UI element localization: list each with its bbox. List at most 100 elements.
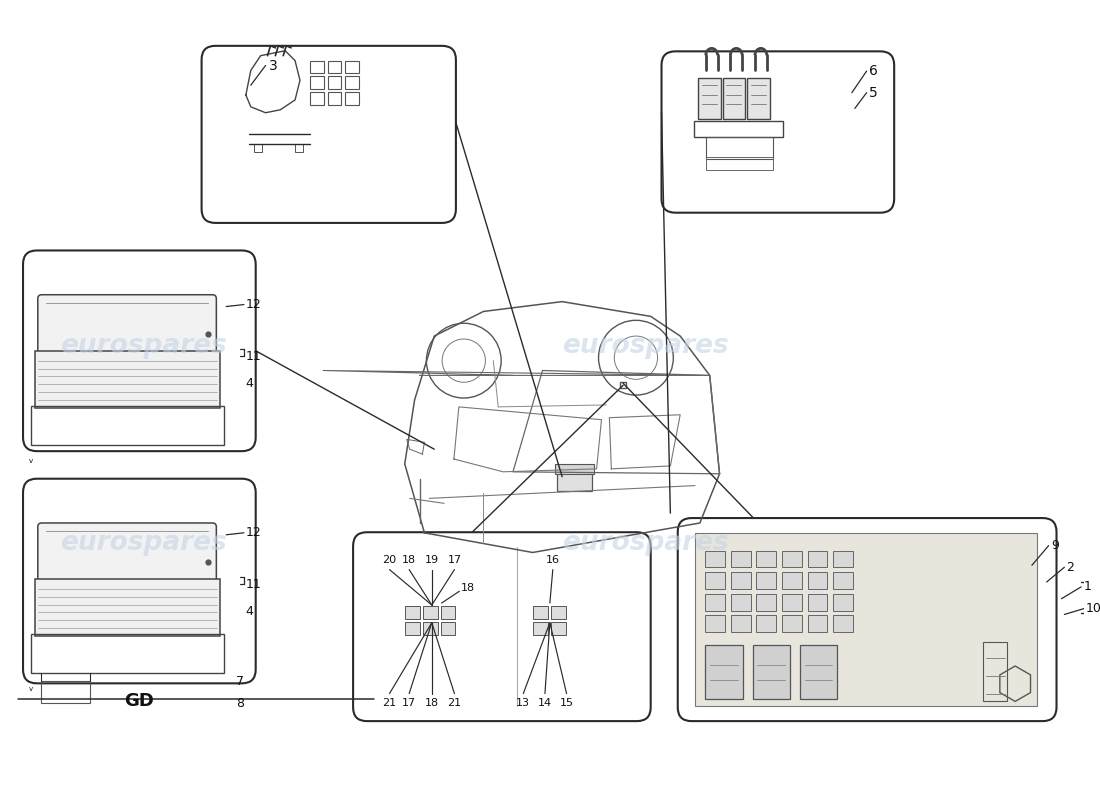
Bar (534, 622, 548, 634)
Bar (295, 144, 302, 152)
Bar (833, 572, 853, 589)
Bar (694, 121, 782, 137)
Bar (757, 572, 777, 589)
Text: 4: 4 (246, 377, 254, 390)
Bar (551, 622, 565, 634)
Bar (807, 594, 827, 610)
Text: 21: 21 (383, 698, 397, 709)
Bar (782, 594, 802, 610)
Bar (807, 572, 827, 589)
Bar (328, 92, 341, 105)
Text: 14: 14 (538, 698, 552, 709)
Bar (534, 606, 548, 618)
Text: eurospares: eurospares (562, 333, 729, 359)
Bar (730, 594, 750, 610)
Text: 5: 5 (869, 86, 878, 100)
Bar (747, 78, 770, 119)
Bar (254, 144, 262, 152)
Bar (405, 622, 420, 634)
Text: 12: 12 (246, 298, 262, 311)
Text: eurospares: eurospares (60, 530, 228, 556)
Bar (41, 682, 90, 703)
Bar (556, 464, 594, 474)
Bar (800, 646, 837, 699)
Bar (706, 137, 772, 158)
Text: ᵥ: ᵥ (29, 683, 34, 694)
FancyBboxPatch shape (37, 523, 217, 582)
Text: 21: 21 (448, 698, 462, 709)
Bar (730, 550, 750, 567)
Text: eurospares: eurospares (60, 333, 228, 359)
Bar (310, 61, 323, 74)
Text: 18: 18 (425, 698, 439, 709)
Bar (405, 606, 420, 618)
Text: 17: 17 (448, 554, 462, 565)
Text: 13: 13 (516, 698, 530, 709)
Bar (441, 606, 455, 618)
Text: 4: 4 (246, 605, 254, 618)
Bar (752, 646, 790, 699)
Bar (328, 76, 341, 89)
Bar (558, 467, 592, 491)
Bar (345, 92, 359, 105)
Bar (705, 572, 725, 589)
Bar (705, 594, 725, 610)
Bar (310, 92, 323, 105)
Text: eurospares: eurospares (562, 530, 729, 556)
Text: 12: 12 (246, 526, 262, 539)
FancyBboxPatch shape (661, 51, 894, 213)
Text: 11: 11 (246, 578, 262, 591)
Text: 16: 16 (546, 554, 560, 565)
Text: 8: 8 (236, 697, 244, 710)
Bar (345, 76, 359, 89)
Bar (422, 622, 438, 634)
Bar (730, 615, 750, 632)
Bar (328, 61, 341, 74)
Text: 1: 1 (1085, 581, 1092, 594)
Bar (782, 550, 802, 567)
Bar (310, 76, 323, 89)
FancyBboxPatch shape (201, 46, 455, 223)
Text: 10: 10 (1086, 602, 1100, 615)
Bar (757, 550, 777, 567)
Text: GD: GD (124, 692, 154, 710)
Text: 6: 6 (869, 64, 878, 78)
Bar (705, 615, 725, 632)
Bar (706, 157, 772, 170)
Text: 9: 9 (1052, 539, 1059, 552)
Bar (723, 78, 745, 119)
Bar (833, 615, 853, 632)
Bar (695, 533, 1037, 706)
Bar (782, 615, 802, 632)
FancyBboxPatch shape (678, 518, 1056, 721)
FancyBboxPatch shape (37, 294, 217, 354)
FancyBboxPatch shape (23, 478, 255, 683)
Bar (35, 579, 220, 636)
FancyBboxPatch shape (353, 532, 651, 721)
Text: 17: 17 (403, 698, 416, 709)
Text: 3: 3 (268, 58, 277, 73)
Bar (31, 634, 224, 674)
Bar (35, 351, 220, 408)
Bar (697, 78, 720, 119)
Bar (730, 572, 750, 589)
Bar (705, 550, 725, 567)
Text: 18: 18 (461, 583, 475, 594)
Bar (551, 606, 565, 618)
Bar (782, 572, 802, 589)
Bar (705, 646, 742, 699)
Bar (757, 615, 777, 632)
FancyBboxPatch shape (23, 250, 255, 451)
Bar (757, 594, 777, 610)
Text: 11: 11 (246, 350, 262, 362)
Text: 7: 7 (236, 675, 244, 688)
Bar (833, 550, 853, 567)
Bar (441, 622, 455, 634)
Text: 20: 20 (383, 554, 397, 565)
Bar (345, 61, 359, 74)
Bar (833, 594, 853, 610)
Bar (31, 406, 224, 446)
Bar (807, 550, 827, 567)
Text: 2: 2 (1066, 561, 1075, 574)
Bar (982, 642, 1008, 702)
